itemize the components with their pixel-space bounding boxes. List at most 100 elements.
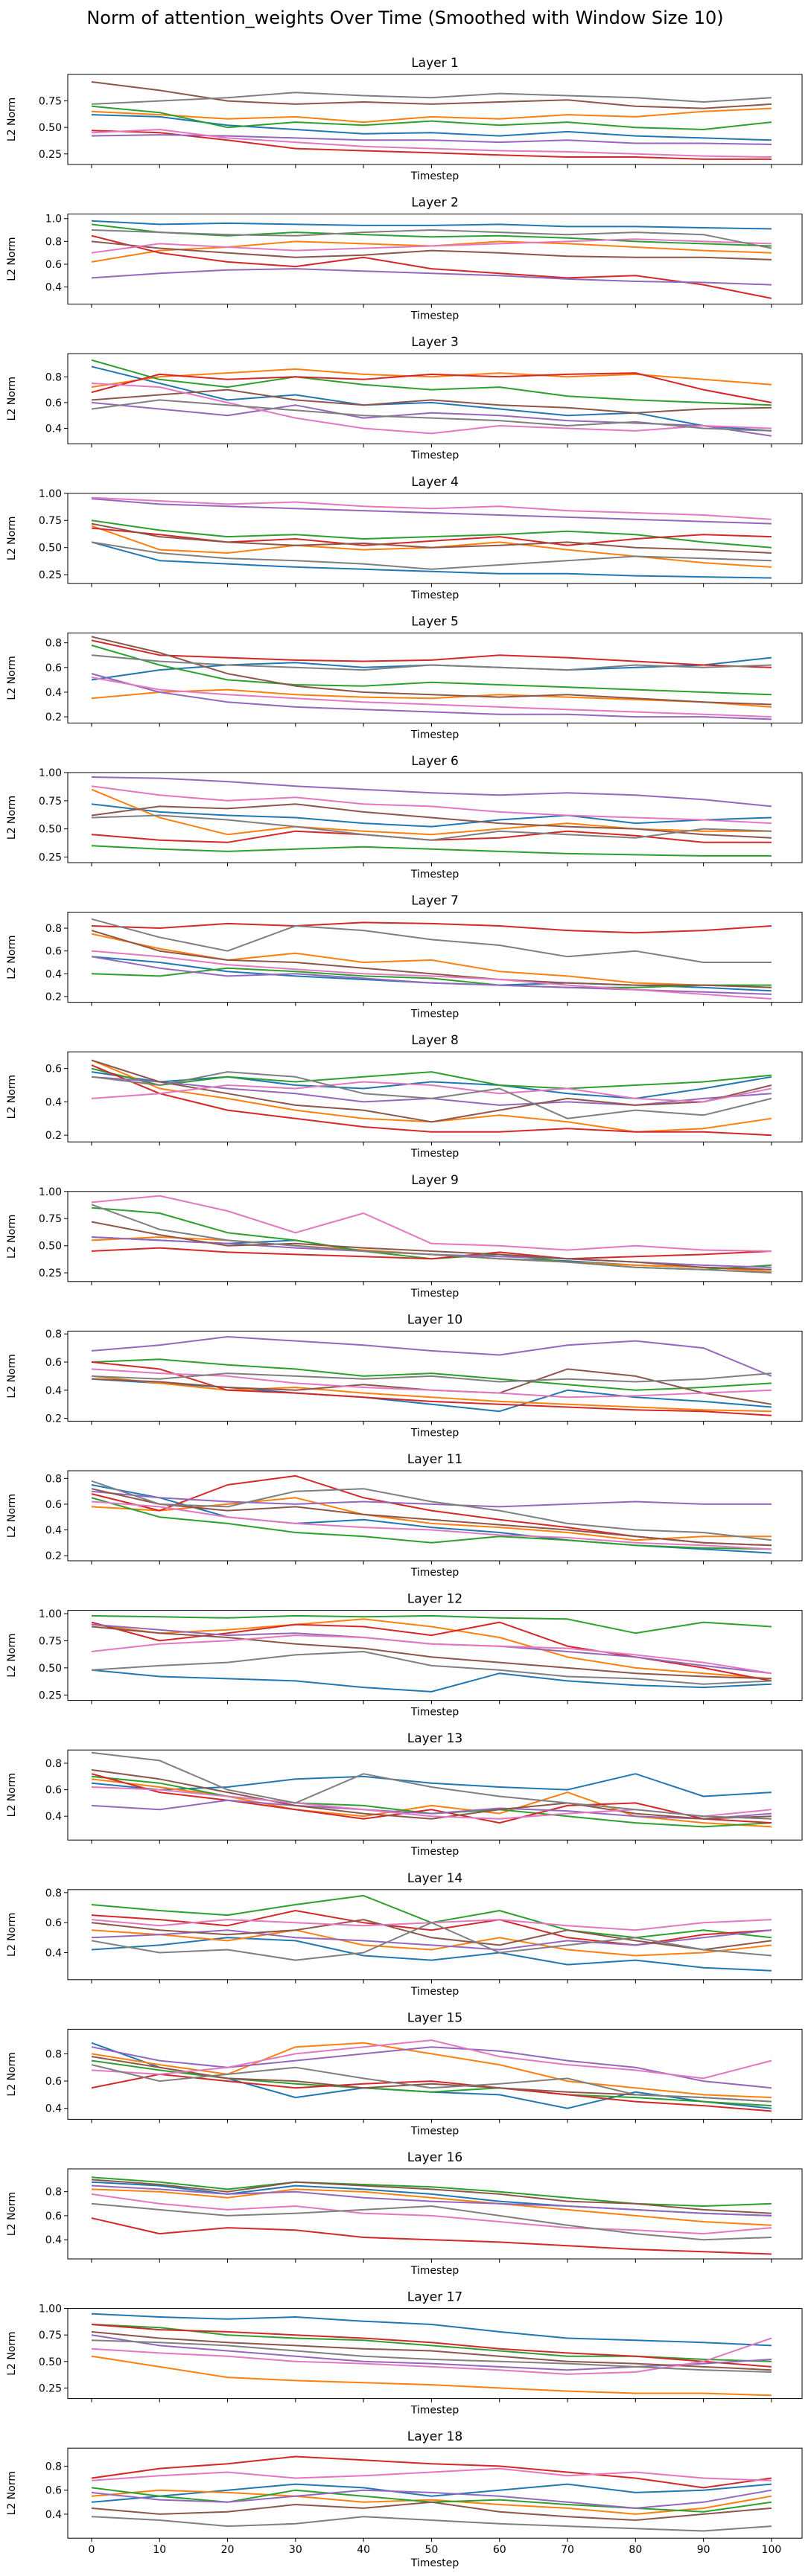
series-line-1 [91, 1937, 772, 1972]
x-tick-label: 80 [629, 2544, 642, 2556]
y-axis-label: L2 Norm [6, 796, 18, 840]
x-tick-label: 40 [357, 2544, 370, 2556]
series-line-8 [91, 2064, 772, 2103]
y-tick-label: 0.50 [39, 2356, 62, 2368]
y-tick-label: 0.6 [45, 397, 62, 409]
y-tick-label: 0.4 [45, 1811, 62, 1823]
y-tick-label: 0.8 [45, 2187, 62, 2199]
panel-title: Layer 11 [407, 1452, 462, 1467]
series-line-1 [91, 541, 772, 579]
series-line-6 [91, 2501, 772, 2521]
axes-frame [67, 1191, 803, 1282]
layer-panel-5: Layer 5 0.2 0.4 0.6 0.8 Timestep L2 Norm [6, 614, 803, 741]
y-tick-label: 0.6 [45, 1785, 62, 1797]
layer-panel-15: Layer 15 0.4 0.6 0.8 Timestep L2 Norm [6, 2010, 803, 2137]
series-line-2 [91, 2042, 772, 2099]
y-tick-label: 0.6 [45, 2485, 62, 2497]
x-axis-label: Timestep [410, 1009, 459, 1020]
y-tick-label: 0.75 [39, 796, 62, 808]
series-line-1 [91, 803, 772, 828]
axes-frame [67, 74, 803, 165]
series-line-5 [91, 1336, 772, 1377]
x-tick-label: 70 [561, 2544, 574, 2556]
y-tick-label: 0.50 [39, 824, 62, 836]
x-tick-label: 100 [762, 2544, 782, 2556]
series-line-8 [91, 229, 772, 249]
series-line-6 [91, 522, 772, 554]
series-line-4 [91, 234, 772, 299]
y-tick-label: 0.6 [45, 1357, 62, 1369]
axes-frame [67, 2308, 803, 2400]
panel-title: Layer 17 [407, 2290, 462, 2305]
layer-panel-10: Layer 10 0.2 0.4 0.6 0.8 Timestep L2 Norm [6, 1312, 803, 1439]
panel-title: Layer 1 [411, 56, 459, 71]
axes-frame [67, 1051, 803, 1142]
layer-panel-7: Layer 7 0.2 0.4 0.6 0.8 Timestep L2 Norm [6, 894, 803, 1020]
series-line-5 [91, 1929, 772, 1951]
y-tick-label: 0.6 [45, 662, 62, 674]
y-tick-label: 0.75 [39, 515, 62, 527]
x-axis-label: Timestep [410, 310, 459, 322]
y-axis-label: L2 Norm [6, 1773, 18, 1817]
y-tick-label: 0.4 [45, 1096, 62, 1108]
x-axis-label: Timestep [410, 729, 459, 741]
series-line-1 [91, 365, 772, 432]
x-tick-label: 20 [221, 2544, 235, 2556]
series-line-3 [91, 2176, 772, 2207]
y-axis-label: L2 Norm [6, 2471, 18, 2515]
layer-panel-3: Layer 3 0.4 0.6 0.8 Timestep L2 Norm [6, 335, 803, 461]
series-line-8 [91, 2516, 772, 2532]
axes-frame [67, 1889, 803, 1981]
x-axis-label: Timestep [410, 869, 459, 880]
series-line-2 [91, 368, 772, 389]
figure-suptitle: Norm of attention_weights Over Time (Smo… [86, 7, 723, 28]
x-axis-label: Timestep [410, 2557, 459, 2569]
series-line-4 [91, 1361, 772, 1416]
y-tick-label: 0.50 [39, 1663, 62, 1675]
series-line-7 [91, 129, 772, 158]
series-line-8 [91, 541, 772, 570]
series-line-3 [91, 1497, 772, 1550]
series-line-6 [91, 2330, 772, 2371]
series-line-6 [91, 1768, 772, 1820]
y-tick-label: 0.8 [45, 1473, 62, 1485]
y-tick-label: 0.25 [39, 2382, 62, 2394]
series-line-8 [91, 399, 772, 432]
series-line-2 [91, 2355, 772, 2397]
series-line-8 [91, 1071, 772, 1119]
y-tick-label: 0.75 [39, 96, 62, 108]
y-tick-label: 1.00 [39, 1186, 62, 1198]
series-line-2 [91, 2489, 772, 2515]
x-axis-label: Timestep [410, 2125, 459, 2137]
layer-panel-16: Layer 16 0.4 0.6 0.8 Timestep L2 Norm [6, 2150, 803, 2277]
x-axis-label: Timestep [410, 2265, 459, 2277]
x-axis-label: Timestep [410, 170, 459, 182]
series-line-7 [91, 1500, 772, 1550]
series-line-4 [91, 639, 772, 668]
series-line-2 [91, 107, 772, 124]
x-axis-label: Timestep [410, 589, 459, 601]
series-line-5 [91, 673, 772, 720]
y-tick-label: 0.8 [45, 923, 62, 935]
series-line-7 [91, 1081, 772, 1103]
axes-frame [67, 1330, 803, 1422]
y-tick-label: 0.50 [39, 1241, 62, 1253]
series-line-4 [91, 921, 772, 934]
series-line-8 [91, 1372, 772, 1383]
series-line-7 [91, 785, 772, 825]
series-line-3 [91, 1358, 772, 1391]
axes-frame [67, 353, 803, 444]
series-line-8 [91, 92, 772, 105]
y-tick-label: 0.6 [45, 2211, 62, 2222]
layer-panel-18: Layer 18 0.4 0.6 0.8 0 10 20 30 40 50 60 70 80 90 100 T… [6, 2429, 803, 2569]
series-line-4 [91, 2455, 772, 2489]
series-line-1 [91, 1071, 772, 1099]
series-line-8 [91, 1204, 772, 1274]
x-tick-label: 30 [289, 2544, 302, 2556]
series-line-2 [91, 688, 772, 708]
series-line-3 [91, 1067, 772, 1090]
series-line-8 [91, 654, 772, 671]
series-line-7 [91, 496, 772, 520]
